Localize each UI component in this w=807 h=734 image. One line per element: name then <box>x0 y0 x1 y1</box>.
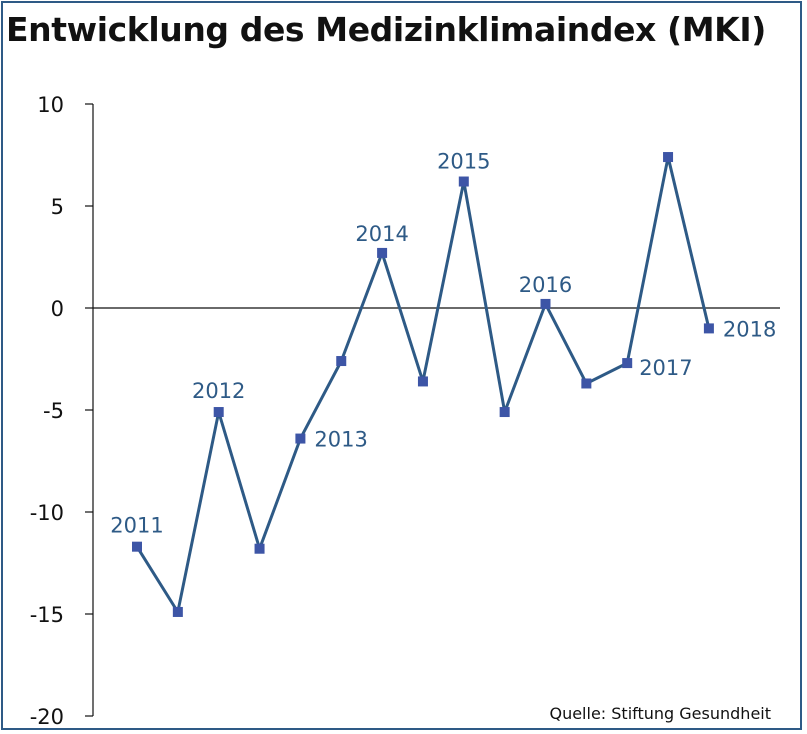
y-tick-label: 10 <box>37 93 64 117</box>
data-point-marker <box>540 298 551 309</box>
data-point-marker <box>703 323 714 334</box>
data-point-marker <box>458 176 469 187</box>
y-tick-label: -10 <box>30 501 64 525</box>
data-point-marker <box>254 543 265 554</box>
data-point-marker <box>499 407 510 418</box>
data-point-marker <box>295 433 306 444</box>
data-point-marker <box>172 606 183 617</box>
data-point-marker <box>622 358 633 369</box>
data-point-marker <box>132 541 142 552</box>
label-layer: 2011 2012 2013 2014 2015 2016 2017 2018 <box>110 150 776 538</box>
source-note: Quelle: Stiftung Gesundheit <box>549 704 771 723</box>
year-label: 2013 <box>314 428 367 452</box>
year-label: 2011 <box>110 514 163 538</box>
year-label: 2014 <box>355 222 408 246</box>
marker-layer <box>132 152 714 617</box>
year-label: 2017 <box>639 356 692 380</box>
year-label: 2012 <box>192 379 245 403</box>
data-point-marker <box>581 378 592 389</box>
data-point-marker <box>377 247 388 258</box>
y-tick-label: -20 <box>30 705 64 729</box>
axis-layer: 10 5 0 -5 -10 -15 -20 <box>30 93 780 729</box>
chart-title: Entwicklung des Medizinklimaindex (MKI) <box>6 10 766 49</box>
y-tick-label: 5 <box>51 195 64 219</box>
year-label: 2015 <box>437 150 490 174</box>
data-point-marker <box>417 376 428 387</box>
year-label: 2018 <box>723 317 776 341</box>
data-point-marker <box>336 356 347 367</box>
y-tick-label: -15 <box>30 603 64 627</box>
y-tick-label: -5 <box>43 399 64 423</box>
data-point-marker <box>213 407 224 418</box>
y-tick-label: 0 <box>51 297 64 321</box>
data-point-marker <box>663 152 674 163</box>
year-label: 2016 <box>519 273 572 297</box>
